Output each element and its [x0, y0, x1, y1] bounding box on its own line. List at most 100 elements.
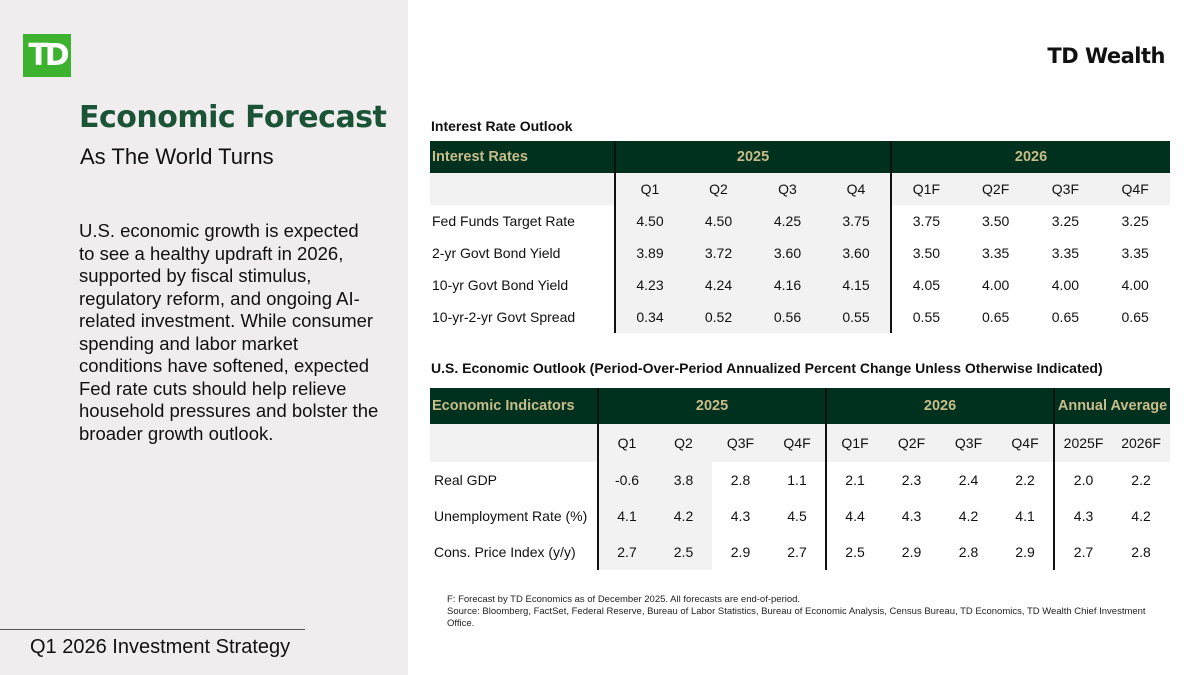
column-header: Q4F — [997, 424, 1055, 462]
table-cell: 0.65 — [1051, 309, 1080, 325]
column-header: 2025F — [1053, 424, 1113, 462]
table-cell: 4.15 — [822, 269, 892, 301]
column-header: Q1 — [614, 173, 684, 205]
forecast-note: F: Forecast by TD Economics as of Decemb… — [447, 594, 801, 605]
row-label: 10-yr-2-yr Govt Spread — [432, 309, 576, 325]
table-cell: 4.3 — [730, 508, 751, 524]
column-header: Q3F — [1030, 173, 1101, 205]
table-row: 2-yr Govt Bond Yield 3.89 3.72 3.60 3.60 3.50… — [430, 237, 1170, 269]
table-cell: 2.7 — [597, 534, 655, 570]
column-header: Q4F — [1100, 173, 1171, 205]
header-2025: 2025 — [613, 141, 892, 173]
table-cell: 0.65 — [1121, 309, 1149, 325]
table-cell: 3.72 — [684, 237, 753, 269]
row-label: 10-yr Govt Bond Yield — [432, 277, 569, 293]
table-cell: 3.60 — [822, 237, 892, 269]
column-header: Q3F — [940, 424, 998, 462]
header-annual-average: Annual Average — [1053, 388, 1171, 424]
table-cell: 3.35 — [982, 245, 1010, 261]
table-cell: 0.55 — [822, 301, 892, 333]
table-row: Real GDP -0.6 3.8 2.8 1.1 2.1 2.3 2.4 2.2 2.0 2.2 — [430, 462, 1170, 498]
row-label: Cons. Price Index (y/y) — [434, 544, 576, 560]
table-cell: 0.34 — [614, 301, 684, 333]
table-row: 10-yr-2-yr Govt Spread 0.34 0.52 0.56 0.55 0.… — [430, 301, 1170, 333]
table-cell: 3.50 — [890, 237, 961, 269]
table-cell: 0.52 — [684, 301, 753, 333]
footnotes: F: Forecast by TD Economics as of Decemb… — [447, 594, 1167, 630]
table-cell: 3.25 — [1051, 213, 1080, 229]
table-cell: 2.8 — [958, 544, 979, 560]
row-label: Fed Funds Target Rate — [432, 213, 575, 229]
table-row: Unemployment Rate (%) 4.1 4.2 4.3 4.5 4.4 4.3 4… — [430, 498, 1170, 534]
page-subtitle: As The World Turns — [80, 144, 274, 169]
table-cell: 4.50 — [614, 205, 684, 237]
table-cell: 2.1 — [825, 462, 884, 498]
column-header: Q1 — [597, 424, 655, 462]
td-logo: TD — [23, 34, 71, 77]
row-label: Real GDP — [434, 472, 498, 488]
table-cell: 0.56 — [753, 301, 822, 333]
column-header: Q1F — [825, 424, 884, 462]
table-cell: 3.35 — [1121, 245, 1149, 261]
table-cell: 4.3 — [901, 508, 922, 524]
table-cell: 4.3 — [1053, 498, 1113, 534]
source-note: Source: Bloomberg, FactSet, Federal Rese… — [447, 606, 1146, 629]
column-header: Q3 — [753, 173, 822, 205]
footer-label: Q1 2026 Investment Strategy — [30, 636, 291, 658]
table-cell: 2.4 — [958, 472, 979, 488]
header-2025: 2025 — [596, 388, 827, 424]
table-cell: 4.1 — [597, 498, 655, 534]
table-cell: 4.24 — [684, 269, 753, 301]
table-cell: 3.75 — [822, 205, 892, 237]
row-label: Unemployment Rate (%) — [434, 508, 588, 524]
table-cell: 2.0 — [1053, 462, 1113, 498]
table-cell: 3.35 — [1051, 245, 1080, 261]
header-economic-indicators: Economic Indicators — [430, 388, 598, 424]
page-title: Economic Forecast — [79, 100, 387, 135]
table-cell: 2.5 — [655, 534, 712, 570]
table-cell: 4.05 — [890, 269, 961, 301]
table-cell: 2.2 — [1015, 472, 1035, 488]
interest-rate-table: Interest Rates 2025 2026 Q1 Q2 Q3 Q4 Q1F Q2F Q… — [430, 141, 1171, 333]
column-header: Q3F — [712, 424, 769, 462]
economic-table-title: U.S. Economic Outlook (Period-Over-Perio… — [431, 360, 1103, 376]
table-cell: 4.16 — [753, 269, 822, 301]
table-cell: 4.4 — [825, 498, 884, 534]
header-interest-rates: Interest Rates — [430, 141, 615, 173]
table-cell: 0.55 — [890, 301, 961, 333]
column-header: Q2 — [684, 173, 753, 205]
table-cell: 2.8 — [730, 472, 751, 488]
economic-outlook-table: Economic Indicators 2025 2026 Annual Ave… — [430, 388, 1171, 570]
table-cell: 4.1 — [1015, 508, 1035, 524]
header-2026: 2026 — [825, 388, 1055, 424]
table-cell: 4.2 — [655, 498, 712, 534]
table-cell: 2.3 — [901, 472, 922, 488]
table-cell: 4.5 — [787, 508, 807, 524]
footer-divider — [0, 629, 305, 630]
table-cell: 4.50 — [684, 205, 753, 237]
table-cell: 3.8 — [655, 462, 712, 498]
table-cell: 4.00 — [982, 277, 1010, 293]
table-cell: 1.1 — [787, 472, 807, 488]
table-cell: 3.89 — [614, 237, 684, 269]
column-header: Q1F — [890, 173, 961, 205]
table-cell: 4.25 — [753, 205, 822, 237]
table-cell: 2.8 — [1131, 544, 1151, 560]
subheader-blank — [430, 173, 615, 205]
table-cell: 2.7 — [1053, 534, 1113, 570]
table-cell: 4.00 — [1121, 277, 1149, 293]
table-cell: 2.2 — [1131, 472, 1151, 488]
subheader-blank — [430, 424, 598, 462]
table-cell: 2.9 — [730, 544, 751, 560]
table-cell: 3.60 — [753, 237, 822, 269]
table-row: Cons. Price Index (y/y) 2.7 2.5 2.9 2.7 2.5 2.… — [430, 534, 1170, 570]
column-header: Q4 — [822, 173, 892, 205]
table-cell: 4.2 — [958, 508, 979, 524]
table-cell: 0.65 — [982, 309, 1010, 325]
column-header: Q4F — [769, 424, 827, 462]
column-header: Q2F — [883, 424, 941, 462]
table-cell: 4.23 — [614, 269, 684, 301]
table-cell: 2.9 — [901, 544, 922, 560]
row-label: 2-yr Govt Bond Yield — [432, 245, 561, 261]
table-cell: 2.7 — [787, 544, 807, 560]
